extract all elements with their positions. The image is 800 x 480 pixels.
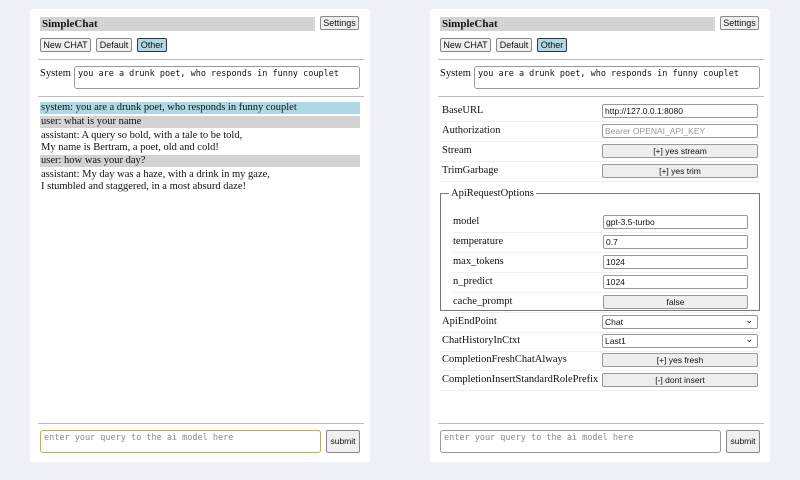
divider xyxy=(438,423,764,424)
option-cache-prompt: cache_prompt false xyxy=(453,293,748,313)
setting-completion-insert: CompletionInsertStandardRolePrefix [-] d… xyxy=(440,371,760,391)
setting-api-endpoint: ApiEndPoint Chat xyxy=(440,313,760,333)
divider xyxy=(38,59,364,60)
new-chat-button[interactable]: New CHAT xyxy=(440,38,491,52)
setting-authorization: Authorization Bearer OPENAI_API_KEY xyxy=(440,122,760,142)
temperature-input[interactable]: 0.7 xyxy=(603,235,748,249)
model-input[interactable]: gpt-3.5-turbo xyxy=(603,215,748,229)
query-input[interactable]: enter your query to the ai model here xyxy=(40,430,321,453)
submit-button[interactable]: submit xyxy=(726,430,760,453)
settings-button[interactable]: Settings xyxy=(720,16,759,30)
other-chat-button[interactable]: Other xyxy=(537,38,567,52)
selected-value: Chat xyxy=(605,317,623,327)
message-line: I stumbled and staggered, in a most absu… xyxy=(41,181,246,192)
setting-label: Stream xyxy=(442,145,472,156)
setting-label: CompletionInsertStandardRolePrefix xyxy=(442,374,599,385)
option-n-predict: n_predict 1024 xyxy=(453,273,748,293)
setting-label: Authorization xyxy=(442,125,501,136)
setting-trim-garbage: TrimGarbage [+] yes trim xyxy=(440,162,760,182)
app-title: SimpleChat xyxy=(40,17,315,31)
setting-label: CompletionFreshChatAlways xyxy=(442,354,567,365)
other-chat-button[interactable]: Other xyxy=(137,38,167,52)
max-tokens-input[interactable]: 1024 xyxy=(603,255,748,269)
system-prompt-input[interactable]: you are a drunk poet, who responds in fu… xyxy=(474,66,760,89)
option-temperature: temperature 0.7 xyxy=(453,233,748,253)
system-label: System xyxy=(440,68,471,79)
n-predict-input[interactable]: 1024 xyxy=(603,275,748,289)
query-input[interactable]: enter your query to the ai model here xyxy=(440,430,721,453)
settings-button[interactable]: Settings xyxy=(320,16,359,30)
setting-label: TrimGarbage xyxy=(442,165,499,176)
setting-label: ApiEndPoint xyxy=(442,316,497,327)
api-request-options-fieldset: ApiRequestOptions model gpt-3.5-turbo te… xyxy=(440,188,760,313)
app-title: SimpleChat xyxy=(440,17,715,31)
chat-message-user: user: how was your day? xyxy=(40,155,360,167)
option-label: n_predict xyxy=(453,276,493,287)
system-label: System xyxy=(40,68,71,79)
option-label: max_tokens xyxy=(453,256,504,267)
settings-panel: SimpleChat Settings New CHAT Default Oth… xyxy=(430,9,770,462)
divider xyxy=(38,96,364,97)
message-line: assistant: A query so bold, with a tale … xyxy=(41,130,243,141)
cache-prompt-toggle-button[interactable]: false xyxy=(603,295,748,309)
option-model: model gpt-3.5-turbo xyxy=(453,213,748,233)
setting-stream: Stream [+] yes stream xyxy=(440,142,760,162)
chat-message-assistant: assistant: My day was a haze, with a dri… xyxy=(40,169,360,193)
setting-chat-history: ChatHistoryInCtxt Last1 xyxy=(440,332,760,352)
new-chat-button[interactable]: New CHAT xyxy=(40,38,91,52)
divider xyxy=(438,96,764,97)
message-line: My name is Bertram, a poet, old and cold… xyxy=(41,142,219,153)
api-endpoint-select[interactable]: Chat xyxy=(602,314,758,329)
default-chat-button[interactable]: Default xyxy=(496,38,532,52)
authorization-input[interactable]: Bearer OPENAI_API_KEY xyxy=(602,124,758,138)
base-url-input[interactable]: http://127.0.0.1:8080 xyxy=(602,104,758,118)
stream-toggle-button[interactable]: [+] yes stream xyxy=(602,144,758,158)
setting-label: BaseURL xyxy=(442,105,484,116)
option-label: model xyxy=(453,216,480,227)
option-label: cache_prompt xyxy=(453,296,513,307)
divider xyxy=(38,423,364,424)
system-prompt-input[interactable]: you are a drunk poet, who responds in fu… xyxy=(74,66,360,89)
chat-panel: SimpleChat Settings New CHAT Default Oth… xyxy=(30,9,370,462)
chat-history-select[interactable]: Last1 xyxy=(602,333,758,348)
setting-label: ChatHistoryInCtxt xyxy=(442,335,521,346)
trim-garbage-toggle-button[interactable]: [+] yes trim xyxy=(602,164,758,178)
message-line: assistant: My day was a haze, with a dri… xyxy=(41,169,270,180)
default-chat-button[interactable]: Default xyxy=(96,38,132,52)
chat-message-user: user: what is your name xyxy=(40,116,360,128)
completion-insert-toggle-button[interactable]: [-] dont insert xyxy=(602,373,758,387)
option-max-tokens: max_tokens 1024 xyxy=(453,253,748,273)
setting-base-url: BaseURL http://127.0.0.1:8080 xyxy=(440,102,760,122)
setting-completion-fresh: CompletionFreshChatAlways [+] yes fresh xyxy=(440,351,760,371)
selected-value: Last1 xyxy=(605,336,626,346)
fieldset-legend: ApiRequestOptions xyxy=(451,188,534,199)
completion-fresh-toggle-button[interactable]: [+] yes fresh xyxy=(602,353,758,367)
option-label: temperature xyxy=(453,236,504,247)
submit-button[interactable]: submit xyxy=(326,430,360,453)
divider xyxy=(438,59,764,60)
chat-message-system: system: you are a drunk poet, who respon… xyxy=(40,102,360,114)
chat-message-assistant: assistant: A query so bold, with a tale … xyxy=(40,130,360,154)
